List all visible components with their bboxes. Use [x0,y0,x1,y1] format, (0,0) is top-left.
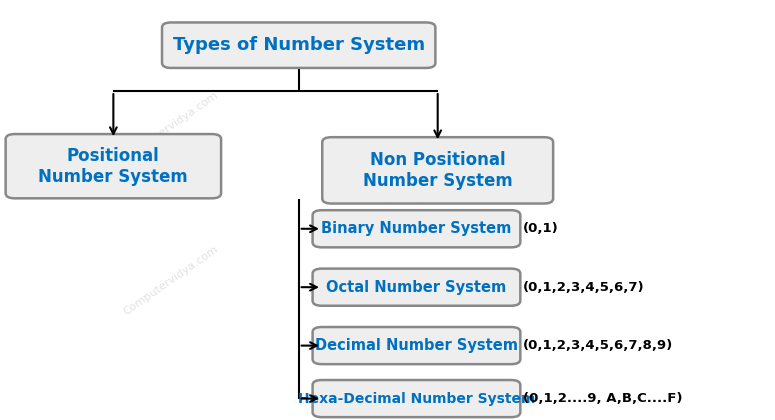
Text: Types of Number System: Types of Number System [173,36,425,54]
FancyBboxPatch shape [312,269,520,306]
FancyBboxPatch shape [312,210,520,247]
Text: Binary Number System: Binary Number System [322,221,512,236]
Text: Octal Number System: Octal Number System [326,280,507,295]
Text: Hexa-Decimal Number System: Hexa-Decimal Number System [298,391,536,406]
Text: Positional
Number System: Positional Number System [39,147,188,186]
FancyBboxPatch shape [5,134,221,198]
Text: (0,1,2,3,4,5,6,7,8,9): (0,1,2,3,4,5,6,7,8,9) [522,339,673,352]
FancyBboxPatch shape [162,22,436,68]
Text: (0,1,2,3,4,5,6,7): (0,1,2,3,4,5,6,7) [522,281,644,294]
FancyBboxPatch shape [312,380,520,417]
Text: Computervidya.com: Computervidya.com [122,90,220,163]
Text: Non Positional
Number System: Non Positional Number System [363,151,512,190]
Text: Decimal Number System: Decimal Number System [315,338,518,353]
FancyBboxPatch shape [322,137,553,204]
Text: (0,1,2....9, A,B,C....F): (0,1,2....9, A,B,C....F) [522,392,682,405]
Text: Computervidya.com: Computervidya.com [122,244,220,318]
Text: (0,1): (0,1) [522,222,559,235]
FancyBboxPatch shape [312,327,520,364]
